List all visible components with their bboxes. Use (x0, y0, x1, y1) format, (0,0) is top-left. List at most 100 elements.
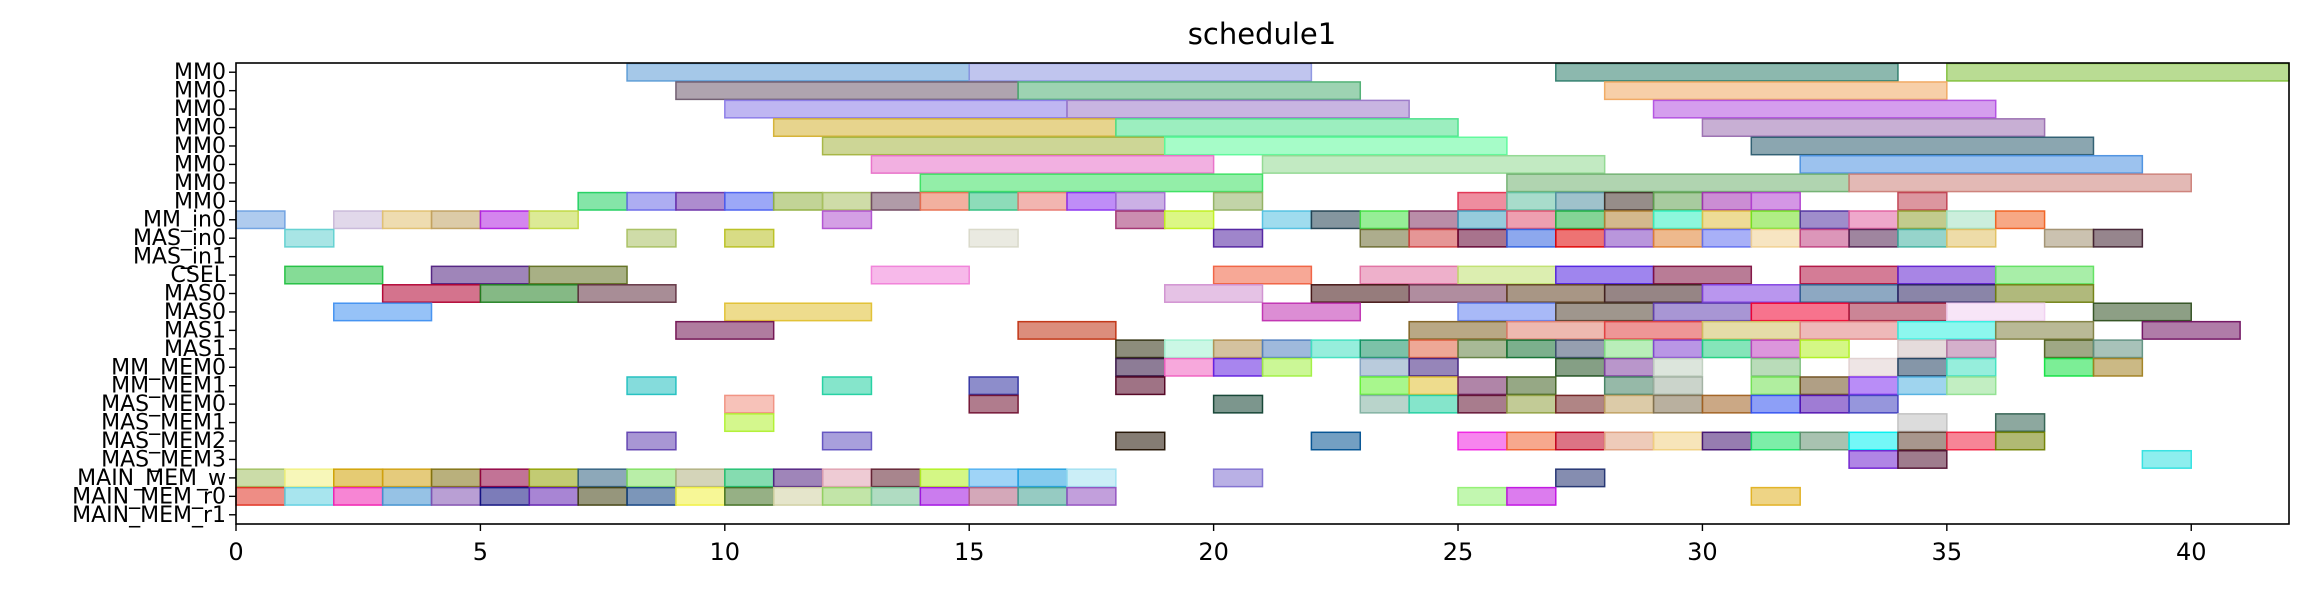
task-bar-84 (1897, 228, 1948, 248)
task-bar-228 (772, 468, 824, 488)
task-bar-242 (479, 486, 531, 506)
task-bar-61 (1701, 210, 1753, 230)
task-bar-49 (821, 210, 873, 230)
task-bar-76 (1506, 228, 1557, 248)
task-bar-199 (821, 431, 873, 451)
task-bar-211 (1897, 431, 1948, 451)
task-bar-168 (968, 376, 1019, 396)
task-bar-1 (968, 62, 1313, 82)
task-bar-132 (1115, 339, 1166, 359)
y-tick-label: MAIN_MEM_r0 (72, 484, 226, 509)
task-bar-122 (675, 320, 775, 340)
task-bar-7 (724, 99, 1068, 119)
x-tick-label: 20 (1198, 538, 1229, 566)
task-bar-77 (1555, 228, 1606, 248)
task-bar-213 (1994, 431, 2046, 451)
task-bar-164 (2043, 357, 2095, 377)
task-bar-220 (381, 468, 433, 488)
task-bar-240 (381, 486, 433, 506)
task-bar-219 (333, 468, 384, 488)
task-bar-139 (1457, 339, 1508, 359)
task-bar-162 (1897, 357, 1948, 377)
task-bar-218 (284, 468, 335, 488)
task-bar-142 (1603, 339, 1655, 359)
task-bar-159 (1652, 357, 1704, 377)
task-bar-69 (626, 228, 677, 248)
task-bar-257 (1750, 486, 1801, 506)
task-bar-22 (577, 191, 628, 211)
y-tick-label: MAS1 (164, 318, 226, 343)
task-bar-4 (675, 81, 1019, 101)
task-bar-170 (1359, 376, 1410, 396)
y-tick-label: MAS_MEM2 (101, 429, 226, 454)
task-bar-5 (1017, 81, 1362, 101)
x-tick-label: 10 (710, 538, 741, 566)
y-tick-label: MM_MEM0 (111, 355, 226, 380)
task-bar-249 (821, 486, 873, 506)
task-bar-118 (1750, 302, 1850, 322)
y-tick-label: MAS_MEM0 (101, 392, 226, 417)
y-axis: MM0MM0MM0MM0MM0MM0MM0MM0MM_in0MAS_in0MAS… (72, 60, 236, 528)
task-bar-99 (1994, 265, 2095, 285)
task-bar-3 (1946, 62, 2290, 82)
x-axis: 0 5 10 15 20 25 30 35 40 (228, 524, 2207, 566)
task-bar-204 (1555, 431, 1606, 451)
y-tick-label: MM0 (174, 152, 226, 177)
task-bar-10 (772, 118, 1117, 138)
y-tick-label: MM0 (174, 97, 226, 122)
task-bar-111 (1994, 284, 2095, 303)
task-bar-51 (1163, 210, 1215, 230)
task-bar-194 (1848, 394, 1899, 414)
task-bar-160 (1750, 357, 1801, 377)
task-bar-54 (1359, 210, 1410, 230)
task-bar-25 (724, 191, 775, 211)
task-bar-146 (1799, 339, 1850, 359)
task-bar-227 (724, 468, 775, 488)
task-bar-15 (1750, 136, 2095, 156)
task-bar-35 (1457, 191, 1508, 211)
task-bar-191 (1701, 394, 1753, 414)
task-bar-190 (1652, 394, 1704, 414)
task-bar-136 (1310, 339, 1362, 359)
task-bar-237 (235, 486, 286, 506)
task-bar-33 (1115, 191, 1166, 211)
task-bar-11 (1115, 118, 1459, 138)
task-bar-196 (1897, 413, 1948, 433)
task-bar-105 (1408, 284, 1508, 303)
task-bar-135 (1261, 339, 1313, 359)
task-bar-231 (919, 468, 970, 488)
task-bar-150 (2092, 339, 2144, 359)
bars-layer (235, 62, 2290, 506)
task-bar-181 (724, 394, 775, 414)
task-bar-214 (1848, 449, 1899, 469)
task-bar-89 (430, 265, 531, 285)
task-bar-174 (1603, 376, 1655, 396)
task-bar-130 (1994, 320, 2095, 340)
task-bar-57 (1506, 210, 1557, 230)
task-bar-154 (1261, 357, 1313, 377)
task-bar-97 (1799, 265, 1899, 285)
task-bar-6 (1603, 81, 1948, 101)
task-bar-238 (284, 486, 335, 506)
task-bar-103 (1163, 284, 1264, 303)
task-bar-173 (1506, 376, 1557, 396)
task-bar-92 (1212, 265, 1313, 285)
task-bar-230 (870, 468, 922, 488)
task-bar-0 (626, 62, 970, 82)
task-bar-66 (1946, 210, 1997, 230)
task-bar-23 (626, 191, 677, 211)
task-bar-127 (1701, 320, 1801, 340)
task-bar-192 (1750, 394, 1801, 414)
task-bar-18 (1799, 154, 2144, 174)
task-bar-90 (528, 265, 628, 285)
task-bar-14 (1163, 136, 1508, 156)
task-bar-42 (1897, 191, 1948, 211)
task-bar-236 (1555, 468, 1606, 488)
task-bar-20 (1506, 173, 1850, 193)
task-bar-16 (870, 154, 1215, 174)
task-bar-38 (1603, 191, 1655, 211)
task-bar-36 (1506, 191, 1557, 211)
task-bar-248 (772, 486, 824, 506)
task-bar-189 (1603, 394, 1655, 414)
